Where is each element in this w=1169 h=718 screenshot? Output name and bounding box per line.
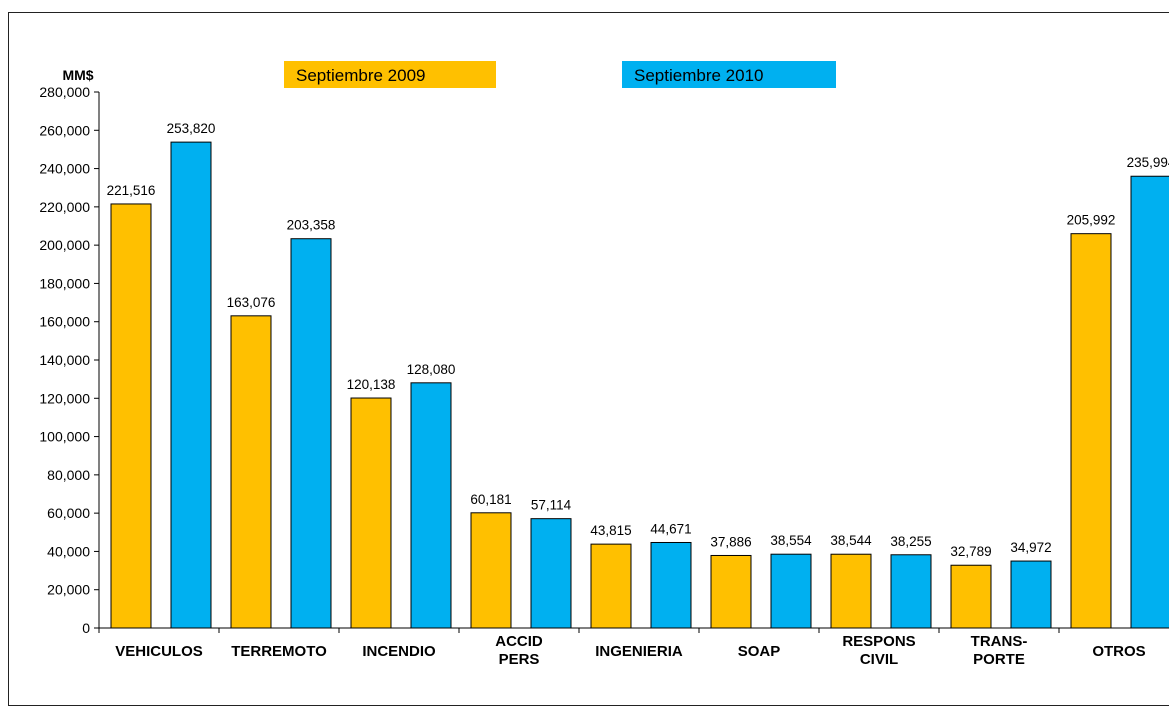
category-label: PERS — [499, 651, 540, 668]
bar-sep-2010 — [290, 238, 332, 629]
data-label: 60,181 — [470, 492, 511, 507]
legend-swatch — [284, 61, 496, 88]
data-label: 38,554 — [770, 533, 812, 548]
data-label: 43,815 — [590, 523, 631, 538]
category-label: OTROS — [1092, 643, 1145, 660]
y-tick-label: 260,000 — [39, 122, 90, 138]
y-tick-label: 160,000 — [39, 314, 90, 330]
bar-sep-2009 — [710, 554, 752, 629]
y-axis: 0 20,000 40,000 60,000 80,000 100,000 120,000 1… — [39, 67, 100, 636]
y-tick-label: 0 — [82, 620, 90, 636]
bar-sep-2010 — [1010, 560, 1052, 629]
data-label: 128,080 — [407, 362, 456, 377]
data-label: 38,255 — [890, 534, 931, 549]
bar-sep-2009 — [230, 315, 272, 629]
data-label: 38,544 — [830, 533, 872, 548]
y-tick-label: 200,000 — [39, 237, 90, 253]
bar-sep-2010 — [530, 518, 572, 629]
category-label: PORTE — [973, 651, 1025, 668]
bar-sep-2010 — [170, 141, 212, 629]
data-label: 253,820 — [167, 121, 216, 136]
bar-sep-2009 — [350, 397, 392, 629]
data-label: 163,076 — [227, 295, 276, 310]
data-label: 57,114 — [531, 498, 572, 513]
y-tick-label: 180,000 — [39, 275, 90, 291]
category-label: TERREMOTO — [231, 643, 327, 660]
bar-sep-2010 — [410, 382, 452, 629]
category-label: TRANS- — [971, 633, 1028, 650]
chart-frame — [8, 12, 1169, 706]
y-tick-label: 100,000 — [39, 429, 90, 445]
data-label: 203,358 — [287, 218, 336, 233]
bar-sep-2010 — [650, 541, 692, 629]
y-tick-label: 80,000 — [47, 467, 90, 483]
data-label: 32,789 — [950, 544, 991, 559]
y-axis-unit-label: MM$ — [62, 67, 93, 83]
legend-swatch — [622, 61, 836, 88]
category-label: CIVIL — [860, 651, 898, 668]
category-label: VEHICULOS — [115, 643, 203, 660]
data-label: 44,671 — [650, 521, 691, 536]
data-label: 37,886 — [710, 534, 751, 549]
category-label: ACCID — [495, 633, 543, 650]
bar-sep-2009 — [590, 543, 632, 629]
category-label: RESPONS — [842, 633, 915, 650]
bar-sep-2009 — [950, 564, 992, 629]
category-label: INGENIERIA — [595, 643, 683, 660]
bar-sep-2009 — [110, 203, 152, 629]
legend-label: Septiembre 2009 — [296, 66, 425, 85]
data-label: 120,138 — [347, 377, 396, 392]
legend: Septiembre 2009 Septiembre 2010 — [284, 61, 836, 88]
legend-label: Septiembre 2010 — [634, 66, 763, 85]
y-tick-label: 120,000 — [39, 390, 90, 406]
bar-sep-2010 — [890, 554, 932, 629]
data-label: 34,972 — [1010, 540, 1051, 555]
y-tick-label: 20,000 — [47, 582, 90, 598]
data-label: 205,992 — [1067, 213, 1116, 228]
data-label: 221,516 — [107, 183, 156, 198]
data-label: 235,994 — [1127, 155, 1169, 170]
bar-sep-2009 — [830, 553, 872, 629]
bar-sep-2010 — [770, 553, 812, 629]
bar-sep-2009 — [1070, 233, 1112, 629]
bar-sep-2010 — [1130, 175, 1169, 629]
y-tick-label: 140,000 — [39, 352, 90, 368]
y-tick-label: 280,000 — [39, 84, 90, 100]
category-label: SOAP — [738, 643, 781, 660]
y-tick-label: 60,000 — [47, 505, 90, 521]
bar-sep-2009 — [470, 512, 512, 629]
y-tick-label: 220,000 — [39, 199, 90, 215]
category-label: INCENDIO — [362, 643, 436, 660]
bars: 221,516 253,820 163,076 203,358 120,138 128,0… — [107, 121, 1169, 629]
y-tick-label: 240,000 — [39, 161, 90, 177]
y-tick-label: 40,000 — [47, 543, 90, 559]
